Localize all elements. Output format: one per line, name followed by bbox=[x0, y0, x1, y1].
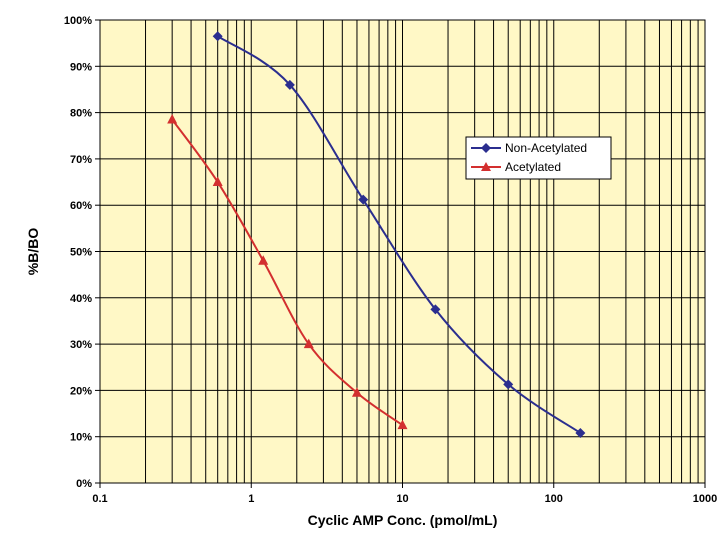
y-tick-label: 10% bbox=[70, 432, 92, 444]
y-tick-label: 40% bbox=[70, 293, 92, 305]
y-tick-label: 30% bbox=[70, 339, 92, 351]
tick-labels: 0% 10% 20% 30% 40% 50% 60% 70% 80% 90% 100% 0.1 1 10 1… bbox=[64, 15, 717, 505]
data-point-non-acetylated bbox=[503, 379, 514, 390]
legend-marker-non-acetylated bbox=[481, 143, 491, 153]
legend-label-acetylated: Acetylated bbox=[505, 160, 561, 174]
data-point-non-acetylated bbox=[212, 31, 223, 42]
y-tick-label: 80% bbox=[70, 108, 92, 120]
data-point-acetylated bbox=[167, 114, 178, 124]
y-tick-label: 20% bbox=[70, 385, 92, 397]
data-point-non-acetylated bbox=[358, 194, 369, 205]
legend-box bbox=[465, 136, 612, 180]
series-markers bbox=[167, 31, 586, 438]
y-tick-label: 60% bbox=[70, 200, 92, 212]
data-point-acetylated bbox=[303, 338, 314, 349]
data-point-acetylated bbox=[397, 419, 408, 430]
data-point-non-acetylated bbox=[284, 79, 295, 90]
y-tick-label: 0% bbox=[76, 478, 92, 490]
y-tick-label: 50% bbox=[70, 247, 92, 259]
x-tick-label: 1 bbox=[248, 493, 254, 505]
data-point-non-acetylated bbox=[575, 427, 586, 438]
x-tick-label: 10 bbox=[396, 493, 408, 505]
y-tick-label: 100% bbox=[64, 15, 92, 27]
x-tick-label: 1000 bbox=[693, 493, 717, 505]
y-axis-title: %B/BO bbox=[25, 228, 41, 276]
data-point-non-acetylated bbox=[430, 304, 441, 315]
data-point-acetylated bbox=[351, 387, 362, 397]
y-tick-label: 90% bbox=[70, 61, 92, 73]
grid bbox=[100, 20, 705, 483]
x-tick-label: 0.1 bbox=[92, 493, 107, 505]
data-point-acetylated bbox=[212, 176, 223, 187]
legend-marker-acetylated bbox=[481, 162, 491, 171]
legend-label-non-acetylated: Non-Acetylated bbox=[505, 141, 587, 155]
legend: Non-Acetylated Acetylated bbox=[465, 136, 612, 180]
data-point-acetylated bbox=[258, 255, 269, 265]
y-tick-label: 70% bbox=[70, 154, 92, 166]
x-axis-title: Cyclic AMP Conc. (pmol/mL) bbox=[308, 512, 498, 528]
x-tick-label: 100 bbox=[545, 493, 563, 505]
